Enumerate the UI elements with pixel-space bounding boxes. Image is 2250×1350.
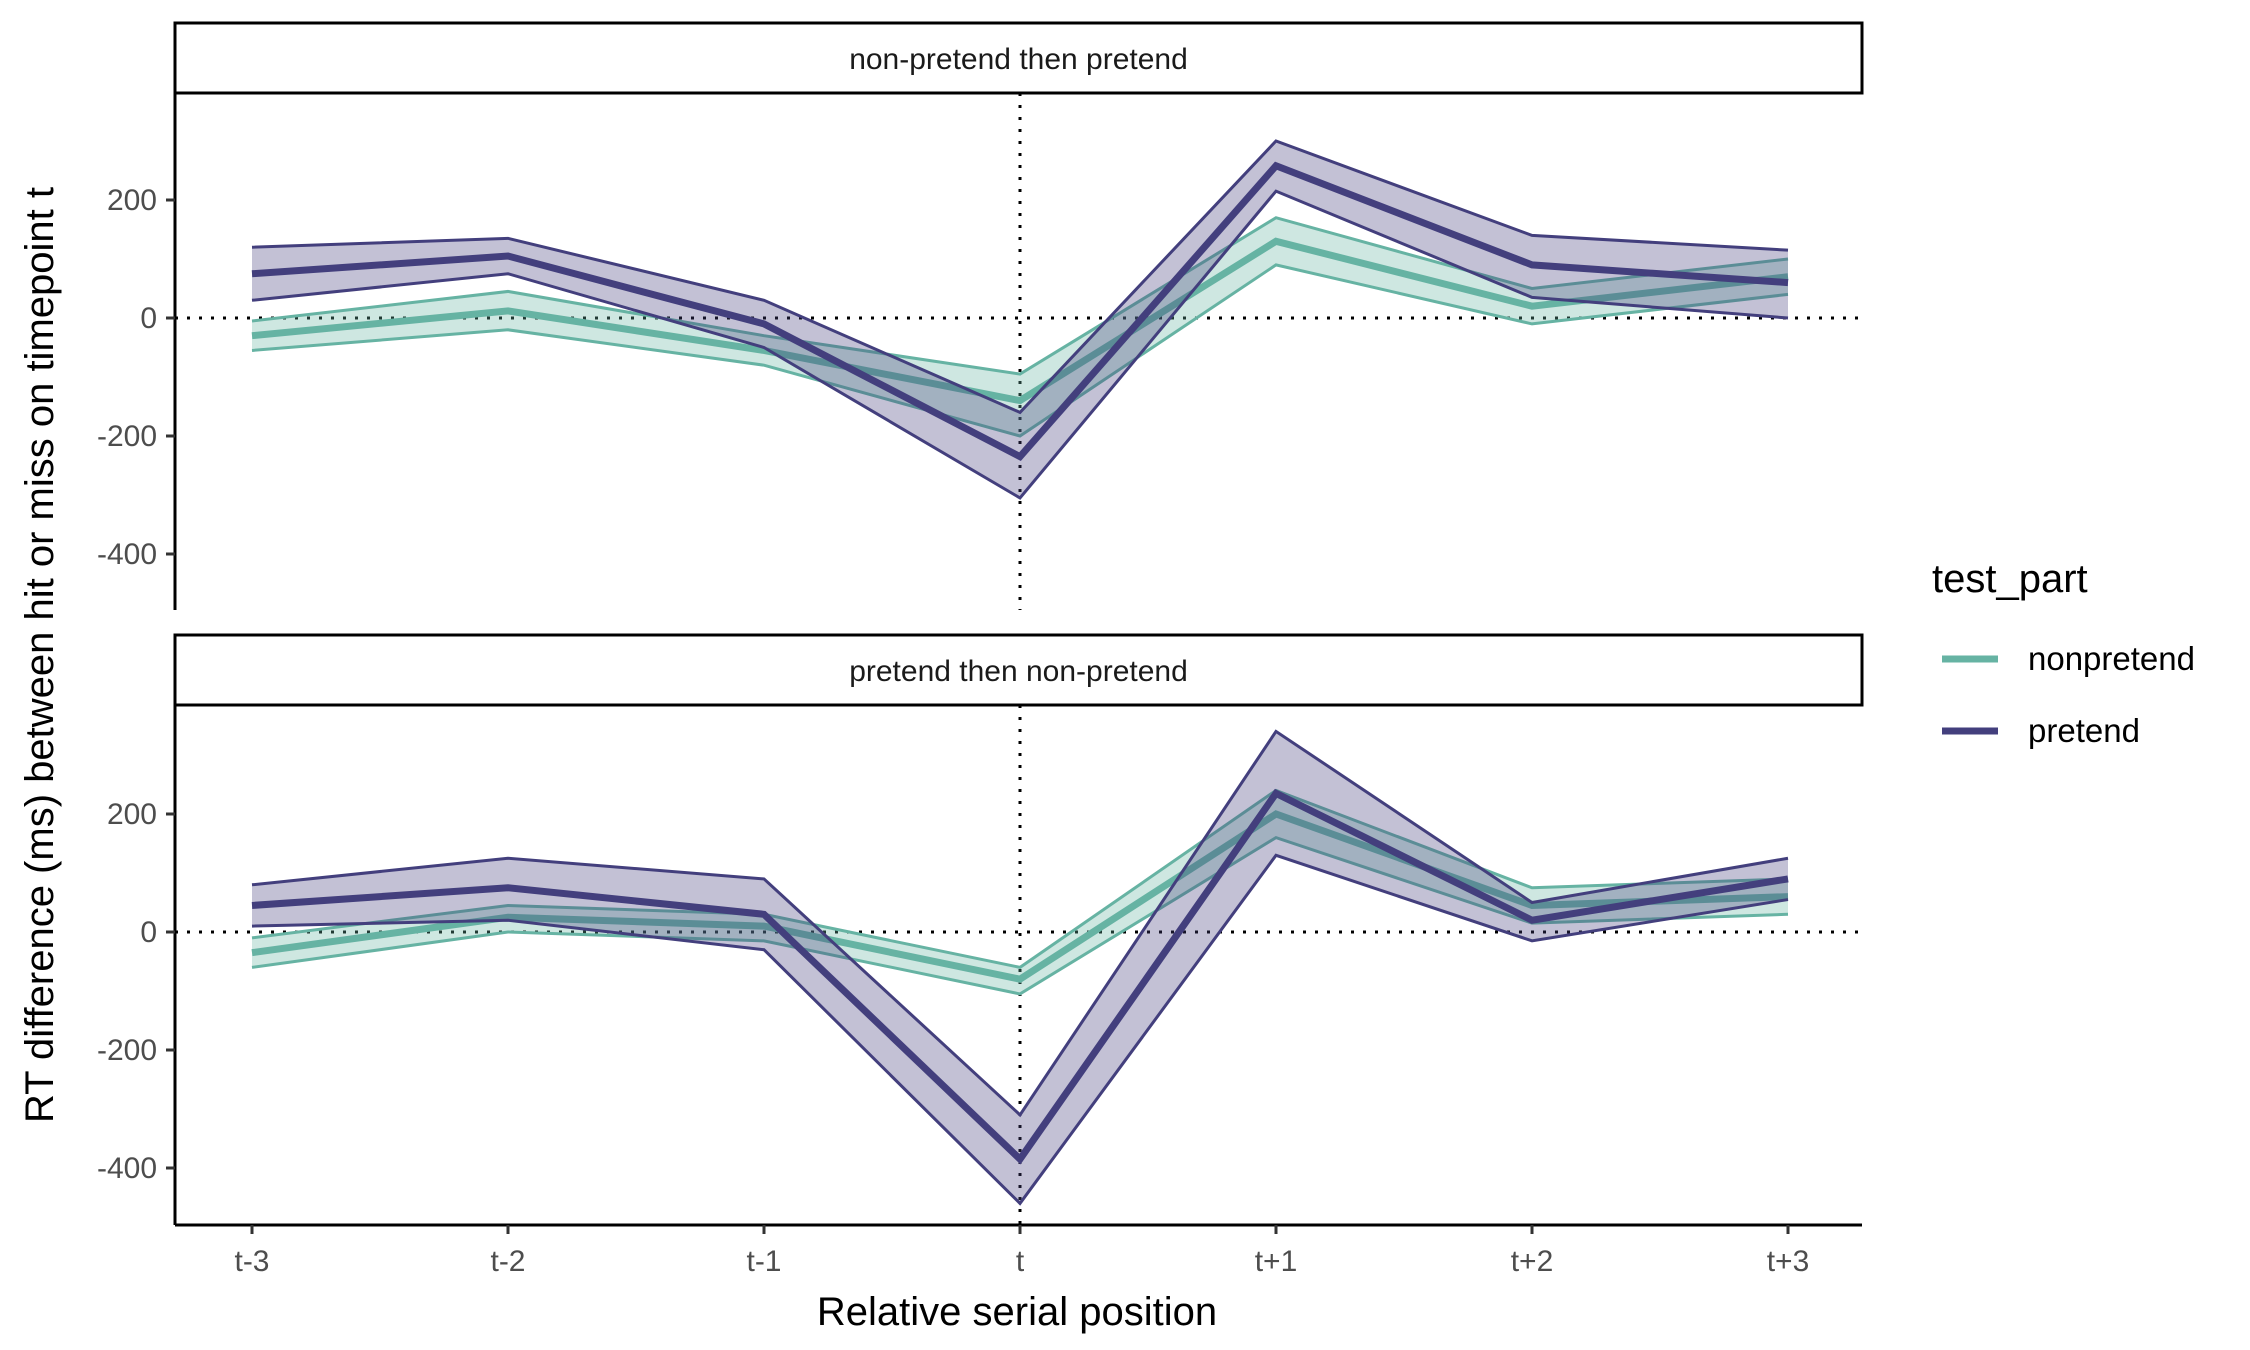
x-tick-label: t+2 <box>1511 1245 1554 1278</box>
ribbon-upper-nonpretend <box>251 216 1789 376</box>
ribbon-pretend <box>252 141 1788 498</box>
y-tick-label: -200 <box>97 1034 157 1067</box>
panel-strip <box>173 21 1864 95</box>
panel-2: pretend then non-pretend -400 -200 0 200 <box>97 633 1864 1225</box>
y-tick-label: -200 <box>97 420 157 453</box>
y-tick-label: 0 <box>140 916 157 949</box>
x-tick-label: t+1 <box>1255 1245 1298 1278</box>
legend-title: test_part <box>1932 557 2088 601</box>
panel-1: non-pretend then pretend -400 -200 0 200 <box>97 21 1864 610</box>
y-tick-label: -400 <box>97 1152 157 1185</box>
x-tick-label: t <box>1016 1245 1025 1278</box>
legend-label-pretend: pretend <box>2028 712 2140 749</box>
y-tick-label: 200 <box>107 184 157 217</box>
ribbon-upper-pretend <box>251 729 1789 1118</box>
panel-strip <box>173 633 1864 707</box>
ribbon-nonpretend <box>252 790 1788 994</box>
panels-layer: non-pretend then pretend-400-2000200pret… <box>97 21 1864 1225</box>
x-tick-label: t+3 <box>1767 1245 1810 1278</box>
panel-strip-label: non-pretend then pretend <box>849 43 1188 76</box>
y-tick-label: 200 <box>107 798 157 831</box>
ribbon-upper-nonpretend <box>251 788 1789 969</box>
y-tick-label: 0 <box>140 302 157 335</box>
legend: test_part nonpretend pretend <box>1932 557 2195 749</box>
ribbon-lower-pretend <box>251 189 1789 500</box>
legend-label-nonpretend: nonpretend <box>2028 640 2195 677</box>
y-tick-label: -400 <box>97 538 157 571</box>
mean-line-pretend <box>251 788 1789 1165</box>
ribbon-lower-pretend <box>251 853 1789 1206</box>
x-tick-label: t-2 <box>490 1245 525 1278</box>
mean-line-pretend <box>251 161 1789 462</box>
x-axis: t-3 t-2 t-1 t t+1 t+2 t+3 <box>175 1223 1862 1278</box>
mean-line-nonpretend <box>251 810 1789 983</box>
panel-strip-label: pretend then non-pretend <box>849 655 1188 688</box>
x-tick-label: t-1 <box>746 1245 781 1278</box>
mean-line-nonpretend <box>251 237 1789 405</box>
ribbon-pretend <box>252 731 1788 1204</box>
x-axis-title: Relative serial position <box>817 1290 1217 1334</box>
x-tick-label: t-3 <box>234 1245 269 1278</box>
y-axis-title: RT difference (ms) between hit or miss o… <box>18 187 62 1123</box>
ribbon-upper-pretend <box>251 139 1789 415</box>
ribbon-lower-nonpretend <box>251 263 1789 438</box>
